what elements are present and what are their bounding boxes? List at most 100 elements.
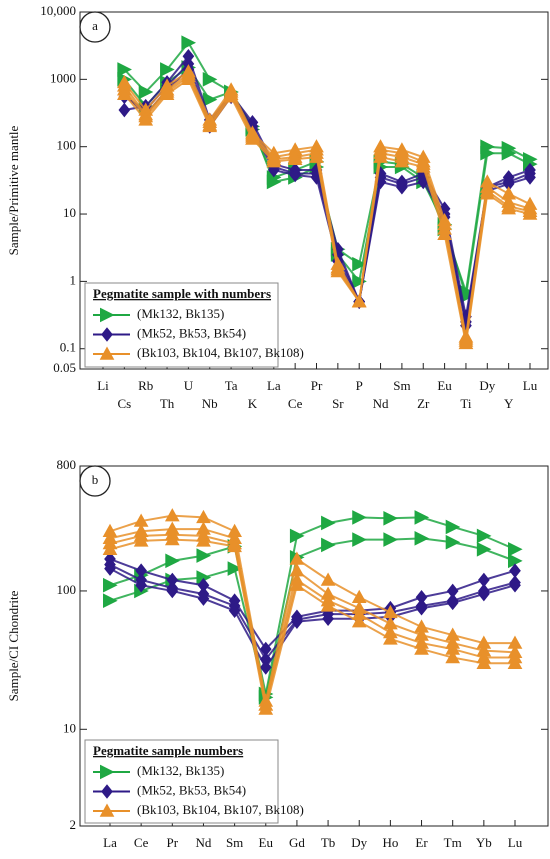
x-tick-label: Cs (117, 396, 131, 411)
panel-label: b (92, 472, 99, 487)
x-tick-label: U (184, 378, 194, 393)
legend-label: (Bk103, Bk104, Bk107, Bk108) (137, 802, 304, 817)
y-axis-label: Sample/CI Chondrite (6, 590, 21, 701)
data-point (166, 583, 179, 599)
data-point (289, 577, 305, 591)
panel-label-circle (79, 465, 111, 497)
legend-label: (Mk132, Bk135) (137, 763, 224, 778)
data-point (351, 294, 367, 308)
data-point (480, 145, 495, 161)
data-point (479, 186, 495, 200)
x-tick-label: Sm (226, 835, 243, 850)
data-point (445, 519, 461, 535)
data-point (445, 650, 461, 664)
y-tick-label: 100 (57, 138, 77, 153)
legend-marker (101, 784, 113, 799)
panel: 0.05 0.1 1 10 100 1000 10,000 Sample/Primitive … (6, 3, 549, 411)
data-point (266, 154, 282, 168)
series-line (109, 514, 515, 702)
data-point (227, 561, 243, 576)
x-tick-label: Rb (138, 378, 153, 393)
y-axis-label: Sample/Primitive mantle (6, 125, 21, 255)
data-point (181, 71, 196, 86)
data-point (102, 541, 118, 555)
data-point (501, 145, 517, 161)
data-point (352, 256, 367, 272)
data-point (164, 508, 180, 522)
data-point (330, 264, 346, 278)
data-point (197, 591, 210, 606)
data-point (117, 86, 132, 100)
x-tick-label: Yb (476, 835, 492, 850)
x-tick-label: Ta (225, 378, 238, 393)
x-tick-label: Nb (202, 396, 218, 411)
legend-label: (Bk103, Bk104, Bk107, Bk108) (137, 345, 304, 360)
data-point (196, 533, 211, 547)
data-point (352, 510, 367, 525)
legend-title: Pegmatite sample with numbers (93, 286, 271, 301)
data-point (321, 537, 336, 553)
data-point (321, 515, 336, 531)
y-tick-label: 0.05 (53, 360, 76, 375)
data-point (287, 151, 303, 165)
panel-label: a (92, 18, 98, 33)
series-line (109, 558, 516, 651)
data-point (322, 611, 334, 627)
series-line (109, 567, 516, 670)
data-point (320, 572, 336, 586)
data-point (415, 159, 431, 173)
x-tick-label: Ce (134, 835, 149, 850)
legend-label: (Mk52, Bk53, Bk54) (137, 782, 246, 797)
x-tick-label: Sr (332, 396, 344, 411)
x-tick-label: Eu (259, 835, 274, 850)
data-point (414, 510, 430, 525)
legend-marker (100, 307, 115, 323)
data-point (258, 701, 274, 715)
data-point (104, 561, 116, 576)
x-tick-label: Tb (321, 835, 335, 850)
x-tick-label: Pr (167, 835, 179, 850)
data-point (289, 528, 305, 544)
data-point (164, 532, 180, 546)
data-point (320, 598, 336, 612)
x-tick-label: Li (97, 378, 109, 393)
data-point (383, 532, 399, 547)
data-point (524, 170, 536, 185)
data-point (373, 149, 388, 163)
x-tick-label: Dy (351, 835, 367, 850)
data-point (507, 655, 523, 669)
data-point (289, 167, 301, 183)
series-line (109, 533, 515, 706)
x-tick-label: Nd (373, 396, 389, 411)
series-line (109, 528, 516, 706)
plot-frame (79, 465, 549, 827)
data-point (501, 201, 516, 215)
legend-box (84, 739, 279, 824)
y-tick-label: 2 (70, 817, 77, 832)
legend: Pegmatite sample with numbers (Mk132, Bk1… (84, 282, 304, 368)
x-tick-label: P (356, 378, 363, 393)
data-point (415, 600, 428, 616)
data-point (245, 131, 260, 145)
legend-label: (Mk132, Bk135) (137, 306, 224, 321)
data-point (133, 533, 149, 547)
data-point (383, 510, 399, 526)
y-tick-label: 800 (57, 457, 77, 472)
data-point (103, 593, 118, 609)
legend-label: (Mk52, Bk53, Bk54) (137, 325, 246, 340)
x-tick-label: Lu (523, 378, 538, 393)
data-point (396, 179, 408, 195)
x-tick-label: Nd (196, 835, 212, 850)
y-tick-label: 10 (63, 720, 76, 735)
x-tick-label: Gd (289, 835, 305, 850)
data-point (351, 614, 367, 628)
legend-marker (99, 803, 115, 817)
x-tick-label: Ce (288, 396, 303, 411)
data-point (227, 538, 242, 553)
data-point (383, 631, 398, 645)
x-tick-label: La (103, 835, 117, 850)
data-point (135, 577, 147, 593)
plot-frame (79, 11, 549, 370)
y-tick-label: 10 (63, 205, 76, 220)
legend-title: Pegmatite sample numbers (93, 743, 243, 758)
